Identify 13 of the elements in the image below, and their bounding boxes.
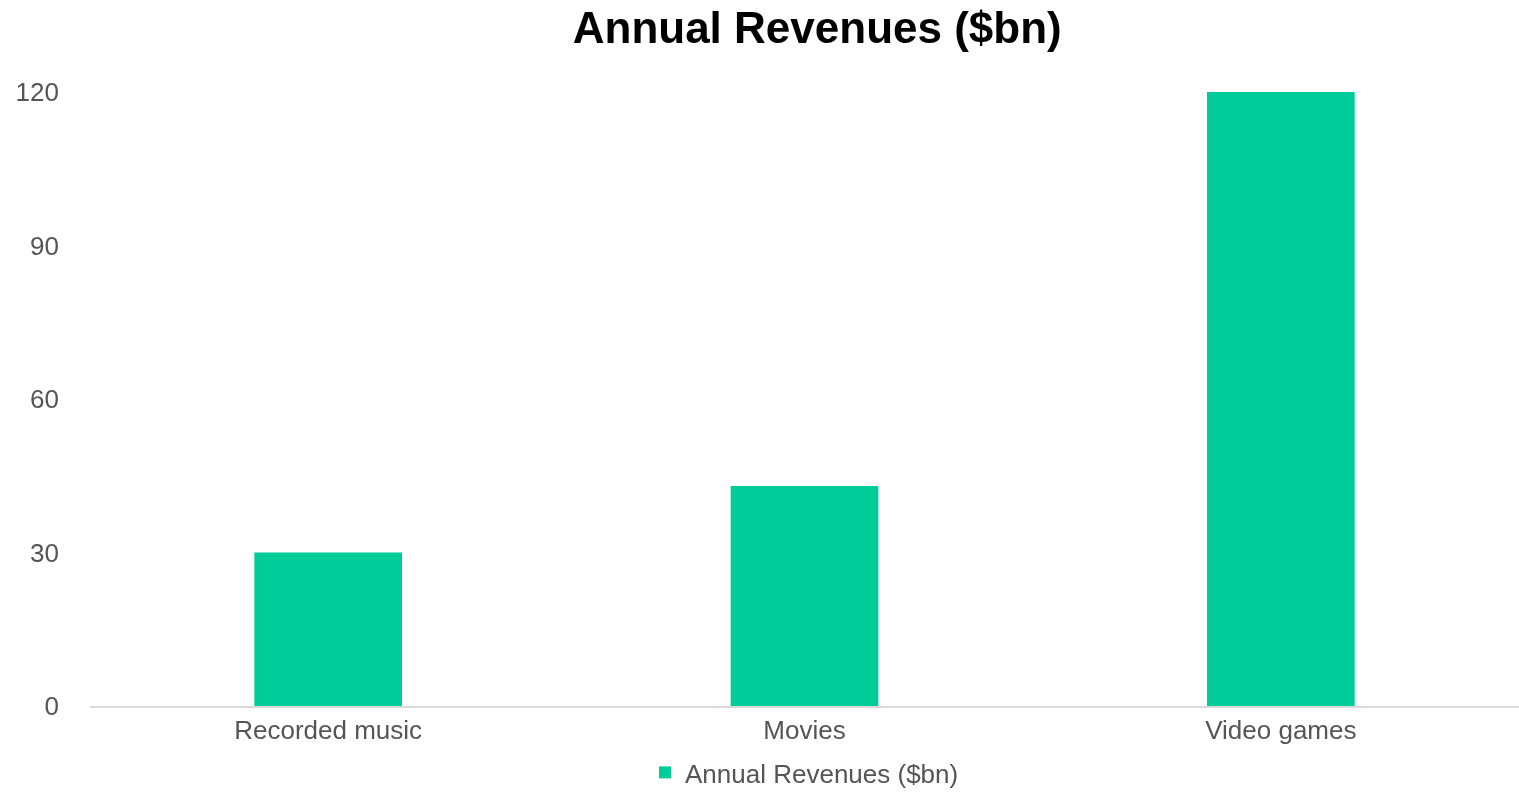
y-tick-label: 120 (15, 77, 59, 108)
y-tick-label: 90 (30, 230, 59, 261)
y-tick-label: 0 (44, 691, 59, 722)
y-tick-label: 30 (30, 537, 59, 568)
bar (254, 552, 402, 706)
y-tick-label: 60 (30, 384, 59, 415)
x-tick-label: Video games (1205, 715, 1357, 746)
legend-label: Annual Revenues ($bn) (685, 758, 959, 789)
x-tick-label: Movies (763, 715, 846, 746)
bar (1207, 92, 1355, 706)
chart-title: Annual Revenues ($bn) (572, 2, 1062, 52)
x-tick-label: Recorded music (234, 715, 423, 746)
bar (730, 485, 879, 706)
